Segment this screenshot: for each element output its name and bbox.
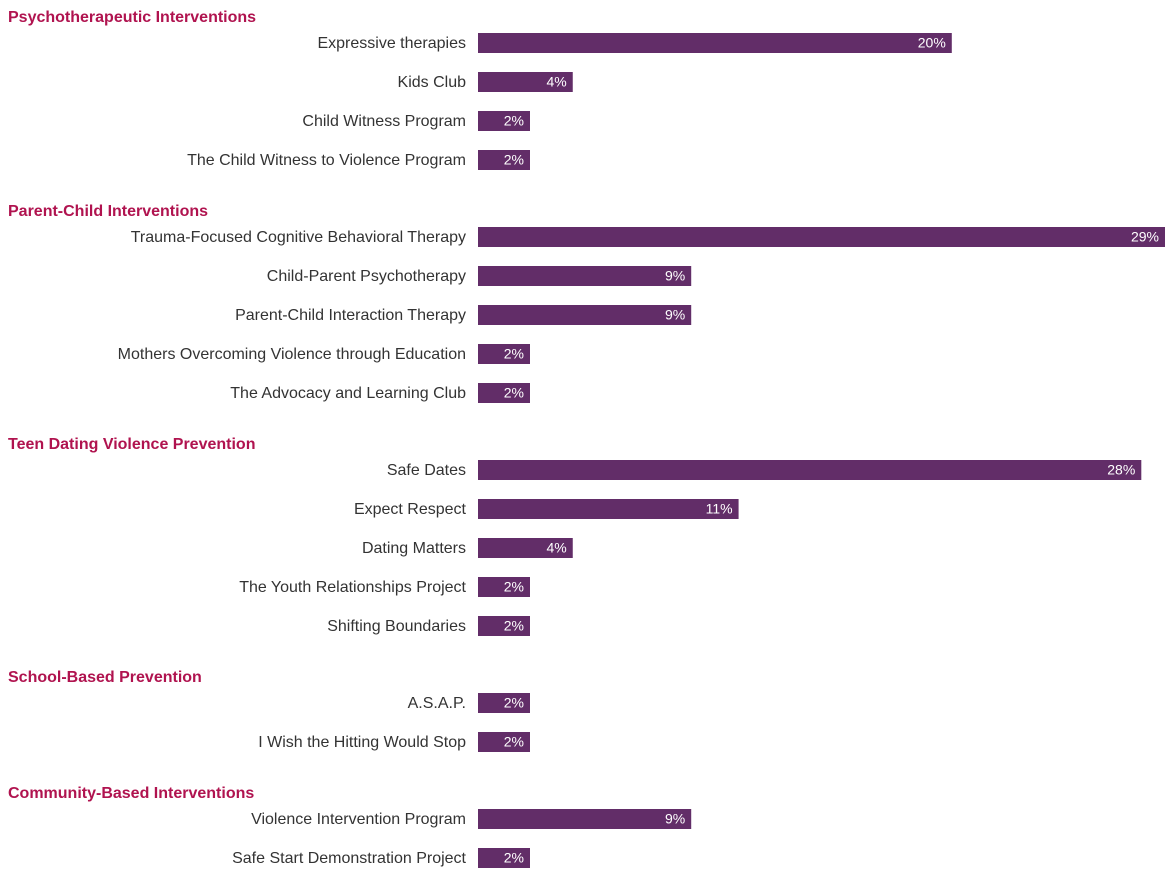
value-label: 29% xyxy=(1131,229,1159,245)
value-label: 2% xyxy=(504,113,524,129)
bar xyxy=(478,809,692,829)
category-label: Trauma-Focused Cognitive Behavioral Ther… xyxy=(131,229,466,246)
value-label: 2% xyxy=(504,152,524,168)
category-label: Dating Matters xyxy=(362,540,466,557)
category-label: The Child Witness to Violence Program xyxy=(187,152,466,169)
value-label: 2% xyxy=(504,579,524,595)
bar xyxy=(478,227,1165,247)
value-label: 4% xyxy=(547,74,567,90)
bar xyxy=(478,33,952,53)
bar xyxy=(478,732,530,752)
bar xyxy=(478,305,692,325)
bar xyxy=(478,848,530,868)
value-label: 9% xyxy=(665,268,685,284)
value-label: 20% xyxy=(918,35,946,51)
bar xyxy=(478,499,739,519)
category-label: Safe Dates xyxy=(387,462,466,479)
value-label: 2% xyxy=(504,695,524,711)
bar xyxy=(478,150,530,170)
bar xyxy=(478,460,1142,480)
group-title: Community-Based Interventions xyxy=(8,785,254,802)
value-label: 2% xyxy=(504,346,524,362)
category-label: I Wish the Hitting Would Stop xyxy=(258,734,466,751)
bar xyxy=(478,383,530,403)
value-label: 28% xyxy=(1107,462,1135,478)
bar xyxy=(478,616,530,636)
category-label: Expressive therapies xyxy=(317,35,466,52)
bar xyxy=(478,72,573,92)
category-label: The Youth Relationships Project xyxy=(239,579,466,596)
group-title: Parent-Child Interventions xyxy=(8,203,208,220)
bar xyxy=(478,538,573,558)
category-label: Parent-Child Interaction Therapy xyxy=(235,307,466,324)
category-label: Shifting Boundaries xyxy=(327,618,466,635)
bar xyxy=(478,266,692,286)
category-label: Child Witness Program xyxy=(302,113,466,130)
category-label: Mothers Overcoming Violence through Educ… xyxy=(118,346,466,363)
bar xyxy=(478,111,530,131)
category-label: Kids Club xyxy=(398,74,467,91)
value-label: 2% xyxy=(504,850,524,866)
bar xyxy=(478,577,530,597)
value-label: 9% xyxy=(665,307,685,323)
bar xyxy=(478,344,530,364)
value-label: 2% xyxy=(504,734,524,750)
group-title: Teen Dating Violence Prevention xyxy=(8,436,255,453)
bar xyxy=(478,693,530,713)
category-label: Safe Start Demonstration Project xyxy=(232,850,466,867)
value-label: 2% xyxy=(504,385,524,401)
value-label: 4% xyxy=(547,540,567,556)
category-label: The Advocacy and Learning Club xyxy=(230,385,466,402)
category-label: A.S.A.P. xyxy=(408,695,466,712)
value-label: 2% xyxy=(504,618,524,634)
group-title: Psychotherapeutic Interventions xyxy=(8,9,256,26)
category-label: Expect Respect xyxy=(354,501,467,518)
value-label: 11% xyxy=(706,501,733,517)
category-label: Violence Intervention Program xyxy=(251,811,466,828)
value-label: 9% xyxy=(665,811,685,827)
group-title: School-Based Prevention xyxy=(8,669,202,686)
category-label: Child-Parent Psychotherapy xyxy=(267,268,466,285)
